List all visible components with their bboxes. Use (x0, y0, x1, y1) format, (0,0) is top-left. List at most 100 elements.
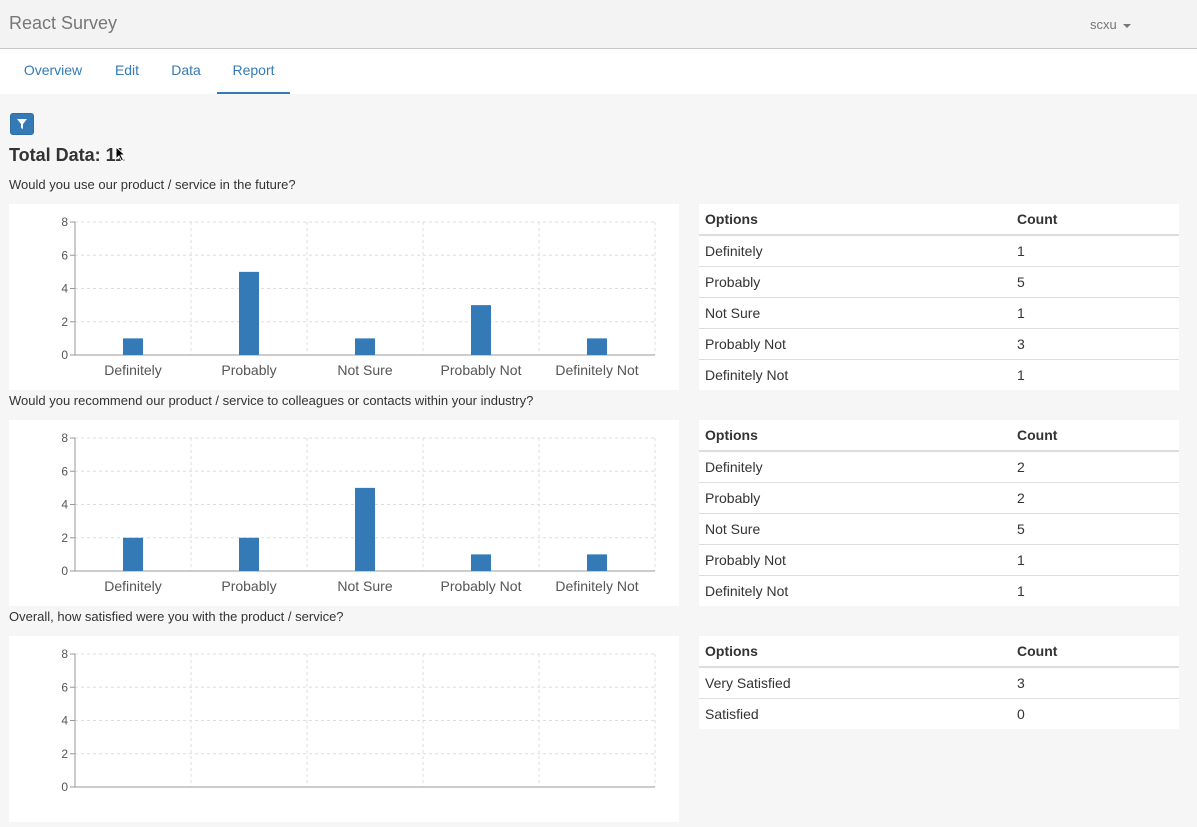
y-tick-label: 4 (61, 714, 68, 728)
count-cell: 5 (1011, 512, 1179, 544)
navbar: React Survey scxu (0, 0, 1197, 49)
options-table-3: Options Count Very Satisfied 3 Satisfied 0 (699, 636, 1179, 729)
chart-3: 0 2 4 6 8 (9, 636, 679, 822)
bar (239, 271, 259, 355)
chart-1-svg: 0 2 4 6 8 Definitely Probably Not Sure Probably … (61, 215, 656, 378)
x-tick-label: Not Sure (337, 578, 392, 594)
filter-icon (17, 119, 27, 129)
x-tick-label: Probably Not (441, 578, 522, 594)
table-row: Not Sure 5 (699, 512, 1179, 544)
count-cell: 1 (1011, 358, 1179, 390)
count-cell: 5 (1011, 265, 1179, 297)
app-title[interactable]: React Survey (9, 13, 118, 33)
chevron-down-icon (1122, 23, 1131, 28)
y-tick-label: 6 (61, 680, 68, 694)
bar (123, 338, 143, 355)
y-tick-label: 2 (61, 531, 68, 545)
y-tick-label: 2 (61, 747, 68, 761)
x-tick-label: Definitely (104, 578, 162, 594)
x-tick-label: Probably (221, 362, 276, 378)
count-header: Count (1011, 420, 1179, 452)
count-cell: 2 (1011, 450, 1179, 482)
user-menu[interactable]: scxu (1090, 17, 1131, 32)
question-1: Would you use our product / service in t… (9, 177, 296, 192)
table-row: Very Satisfied 3 (699, 666, 1179, 698)
count-cell: 2 (1011, 481, 1179, 513)
table-header-row: Options Count (699, 636, 1179, 668)
table-row: Definitely 2 (699, 450, 1179, 482)
option-cell: Not Sure (699, 512, 1011, 544)
table-row: Definitely Not 1 (699, 574, 1179, 606)
bar (471, 305, 491, 355)
tab-edit[interactable]: Edit (114, 62, 140, 78)
option-cell: Probably Not (699, 327, 1011, 359)
bar (471, 554, 491, 571)
table-row: Not Sure 1 (699, 296, 1179, 328)
count-header: Count (1011, 204, 1179, 236)
bar (355, 487, 375, 571)
count-cell: 1 (1011, 234, 1179, 266)
option-cell: Probably (699, 481, 1011, 513)
bar (355, 338, 375, 355)
count-cell: 3 (1011, 327, 1179, 359)
table-row: Definitely Not 1 (699, 358, 1179, 390)
y-tick-label: 8 (61, 431, 68, 445)
y-tick-label: 4 (61, 282, 68, 296)
option-cell: Not Sure (699, 296, 1011, 328)
table-header-row: Options Count (699, 420, 1179, 452)
bar (123, 537, 143, 571)
y-tick-label: 4 (61, 498, 68, 512)
y-tick-label: 8 (61, 215, 68, 229)
option-cell: Definitely (699, 450, 1011, 482)
count-cell: 1 (1011, 574, 1179, 606)
count-header: Count (1011, 636, 1179, 668)
table-row: Probably 5 (699, 265, 1179, 297)
chart-2-svg: 0 2 4 6 8 Definitely Probably Not Sure Probably … (61, 431, 656, 594)
table-row: Probably Not 1 (699, 543, 1179, 575)
y-tick-label: 0 (61, 780, 68, 794)
option-cell: Definitely Not (699, 574, 1011, 606)
option-cell: Very Satisfied (699, 666, 1011, 698)
table-row: Probably Not 3 (699, 327, 1179, 359)
y-tick-label: 0 (61, 564, 68, 578)
mouse-cursor-icon (115, 146, 127, 162)
options-table-1: Options Count Definitely 1 Probably 5 Not Sure… (699, 204, 1179, 390)
question-2: Would you recommend our product / servic… (9, 393, 534, 408)
bar (587, 338, 607, 355)
options-table-2: Options Count Definitely 2 Probably 2 Not Sure… (699, 420, 1179, 606)
y-tick-label: 6 (61, 464, 68, 478)
filter-button[interactable] (10, 113, 34, 135)
count-cell: 1 (1011, 543, 1179, 575)
count-cell: 1 (1011, 296, 1179, 328)
y-tick-label: 6 (61, 248, 68, 262)
bar (239, 537, 259, 571)
x-tick-label: Definitely Not (555, 578, 638, 594)
chart-1: 0 2 4 6 8 Definitely Probably Not Sure Probably … (9, 204, 679, 390)
tab-bar: Overview Edit Data Report (0, 49, 1197, 94)
tab-data[interactable]: Data (171, 62, 201, 78)
bar (587, 554, 607, 571)
x-tick-label: Definitely Not (555, 362, 638, 378)
question-3: Overall, how satisfied were you with the… (9, 609, 344, 624)
count-cell: 3 (1011, 666, 1179, 698)
y-tick-label: 2 (61, 315, 68, 329)
tab-overview[interactable]: Overview (23, 62, 83, 78)
option-cell: Definitely Not (699, 358, 1011, 390)
option-cell: Probably Not (699, 543, 1011, 575)
chart-2: 0 2 4 6 8 Definitely Probably Not Sure Probably … (9, 420, 679, 606)
table-row: Probably 2 (699, 481, 1179, 513)
options-header: Options (699, 204, 1011, 236)
tab-report[interactable]: Report (217, 49, 290, 94)
table-header-row: Options Count (699, 204, 1179, 236)
x-tick-label: Probably Not (441, 362, 522, 378)
x-tick-label: Definitely (104, 362, 162, 378)
option-cell: Definitely (699, 234, 1011, 266)
table-row: Definitely 1 (699, 234, 1179, 266)
total-data: Total Data: 11 (9, 145, 125, 165)
x-tick-label: Probably (221, 578, 276, 594)
chart-3-svg: 0 2 4 6 8 (61, 647, 656, 794)
y-tick-label: 8 (61, 647, 68, 661)
x-tick-label: Not Sure (337, 362, 392, 378)
options-header: Options (699, 420, 1011, 452)
user-name: scxu (1090, 17, 1117, 32)
